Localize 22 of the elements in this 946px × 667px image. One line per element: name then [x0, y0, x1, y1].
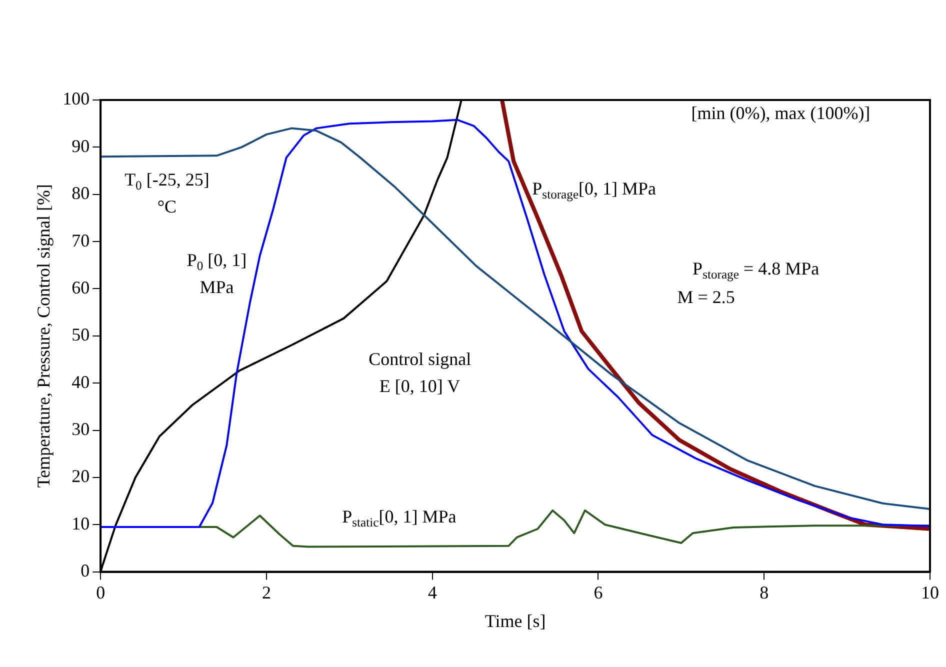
y-tick-label: 40 [72, 372, 90, 392]
x-tick-label: 8 [760, 582, 769, 602]
y-tick-label: 10 [72, 513, 90, 534]
x-tick-label: 6 [594, 582, 603, 602]
y-tick-label: 60 [72, 277, 90, 298]
y-tick-label: 70 [72, 230, 90, 250]
x-tick-label: 2 [262, 582, 271, 602]
annotation: [min (0%), max (100%)] [691, 102, 870, 123]
y-tick-label: 80 [72, 183, 90, 204]
annotation: M = 2.5 [677, 286, 735, 307]
y-tick-label: 50 [72, 324, 90, 345]
y-axis-title: Temperature, Pressure, Control signal [%] [34, 184, 54, 488]
text: Control signal E [0, 10] V [368, 348, 472, 396]
x-axis-title: Time [s] [484, 610, 546, 631]
y-tick-label: 100 [62, 88, 90, 109]
y-tick-label: 0 [80, 560, 90, 581]
x-tick-label: 4 [428, 582, 437, 602]
y-tick-label: 30 [72, 418, 90, 439]
y-tick-label: 20 [72, 466, 90, 486]
x-tick-label: 0 [96, 582, 106, 602]
x-tick-label: 10 [921, 582, 939, 602]
y-tick-label: 90 [72, 136, 90, 156]
